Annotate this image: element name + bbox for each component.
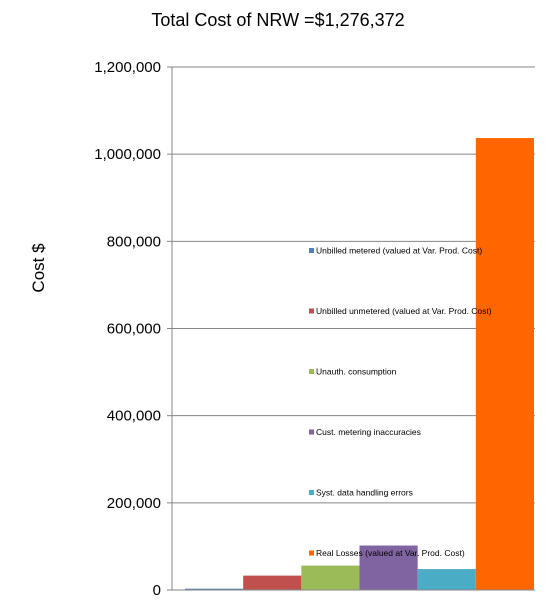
y-tick-label: 1,000,000: [94, 146, 161, 163]
legend-swatch: [309, 550, 314, 556]
gridlines: [167, 66, 535, 591]
axes: [171, 67, 535, 591]
legend-swatch: [309, 369, 314, 374]
legend: Unbilled metered (valued at Var. Prod. C…: [309, 246, 492, 558]
y-tick-label: 200,000: [107, 495, 161, 512]
bar: [185, 588, 244, 590]
y-tick-label: 0: [153, 582, 161, 599]
bar: [359, 545, 418, 590]
legend-label: Cust. metering inaccuracies: [316, 427, 421, 437]
legend-label: Unauth. consumption: [316, 367, 397, 377]
y-tick-label: 800,000: [107, 233, 161, 250]
bar: [301, 565, 360, 590]
legend-label: Syst. data handling errors: [316, 488, 413, 498]
y-tick-label: 1,200,000: [94, 59, 161, 76]
y-axis-label: Cost $: [29, 243, 48, 293]
bar: [243, 575, 302, 590]
legend-swatch: [309, 490, 314, 495]
legend-label: Unbilled unmetered (valued at Var. Prod.…: [316, 306, 492, 316]
legend-swatch: [309, 248, 314, 253]
legend-swatch: [309, 308, 314, 314]
bar: [475, 138, 534, 590]
y-tick-labels: 0 200,000 400,000 600,000 800,000 1,000,000 1,…: [94, 59, 161, 599]
y-tick-label: 400,000: [107, 408, 161, 425]
bars: [185, 138, 534, 590]
chart-title: Total Cost of NRW =$1,276,372: [151, 10, 404, 30]
legend-label: Unbilled metered (valued at Var. Prod. C…: [316, 246, 482, 256]
legend-label: Real Losses (valued at Var. Prod. Cost): [316, 548, 465, 558]
y-tick-label: 600,000: [107, 321, 161, 338]
bar: [417, 569, 476, 590]
legend-swatch: [309, 429, 314, 435]
